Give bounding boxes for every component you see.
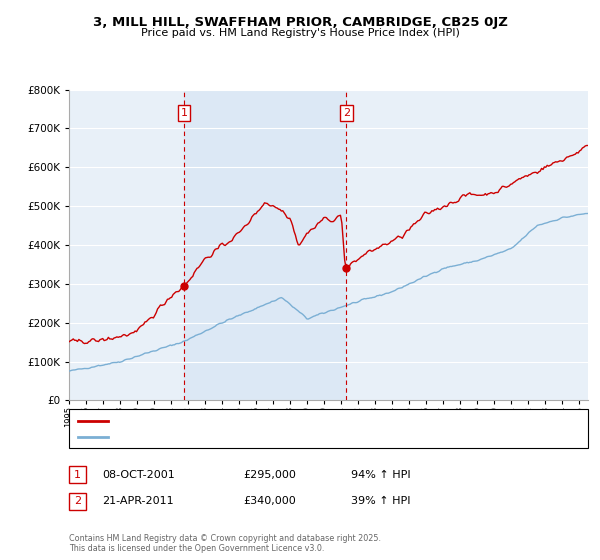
Text: HPI: Average price, detached house, East Cambridgeshire: HPI: Average price, detached house, East… (114, 432, 389, 441)
Text: £340,000: £340,000 (243, 496, 296, 506)
Text: 2: 2 (74, 496, 81, 506)
Text: Contains HM Land Registry data © Crown copyright and database right 2025.
This d: Contains HM Land Registry data © Crown c… (69, 534, 381, 553)
Text: 08-OCT-2001: 08-OCT-2001 (102, 470, 175, 480)
Text: 21-APR-2011: 21-APR-2011 (102, 496, 173, 506)
Text: 1: 1 (181, 108, 188, 118)
Text: 94% ↑ HPI: 94% ↑ HPI (351, 470, 410, 480)
Text: 2: 2 (343, 108, 350, 118)
Text: 3, MILL HILL, SWAFFHAM PRIOR, CAMBRIDGE, CB25 0JZ: 3, MILL HILL, SWAFFHAM PRIOR, CAMBRIDGE,… (92, 16, 508, 29)
Text: 3, MILL HILL, SWAFFHAM PRIOR, CAMBRIDGE, CB25 0JZ (detached house): 3, MILL HILL, SWAFFHAM PRIOR, CAMBRIDGE,… (114, 416, 462, 425)
Text: 1: 1 (74, 470, 81, 480)
Text: 39% ↑ HPI: 39% ↑ HPI (351, 496, 410, 506)
Bar (184, 90, 346, 400)
Text: £295,000: £295,000 (243, 470, 296, 480)
Text: Price paid vs. HM Land Registry's House Price Index (HPI): Price paid vs. HM Land Registry's House … (140, 28, 460, 38)
